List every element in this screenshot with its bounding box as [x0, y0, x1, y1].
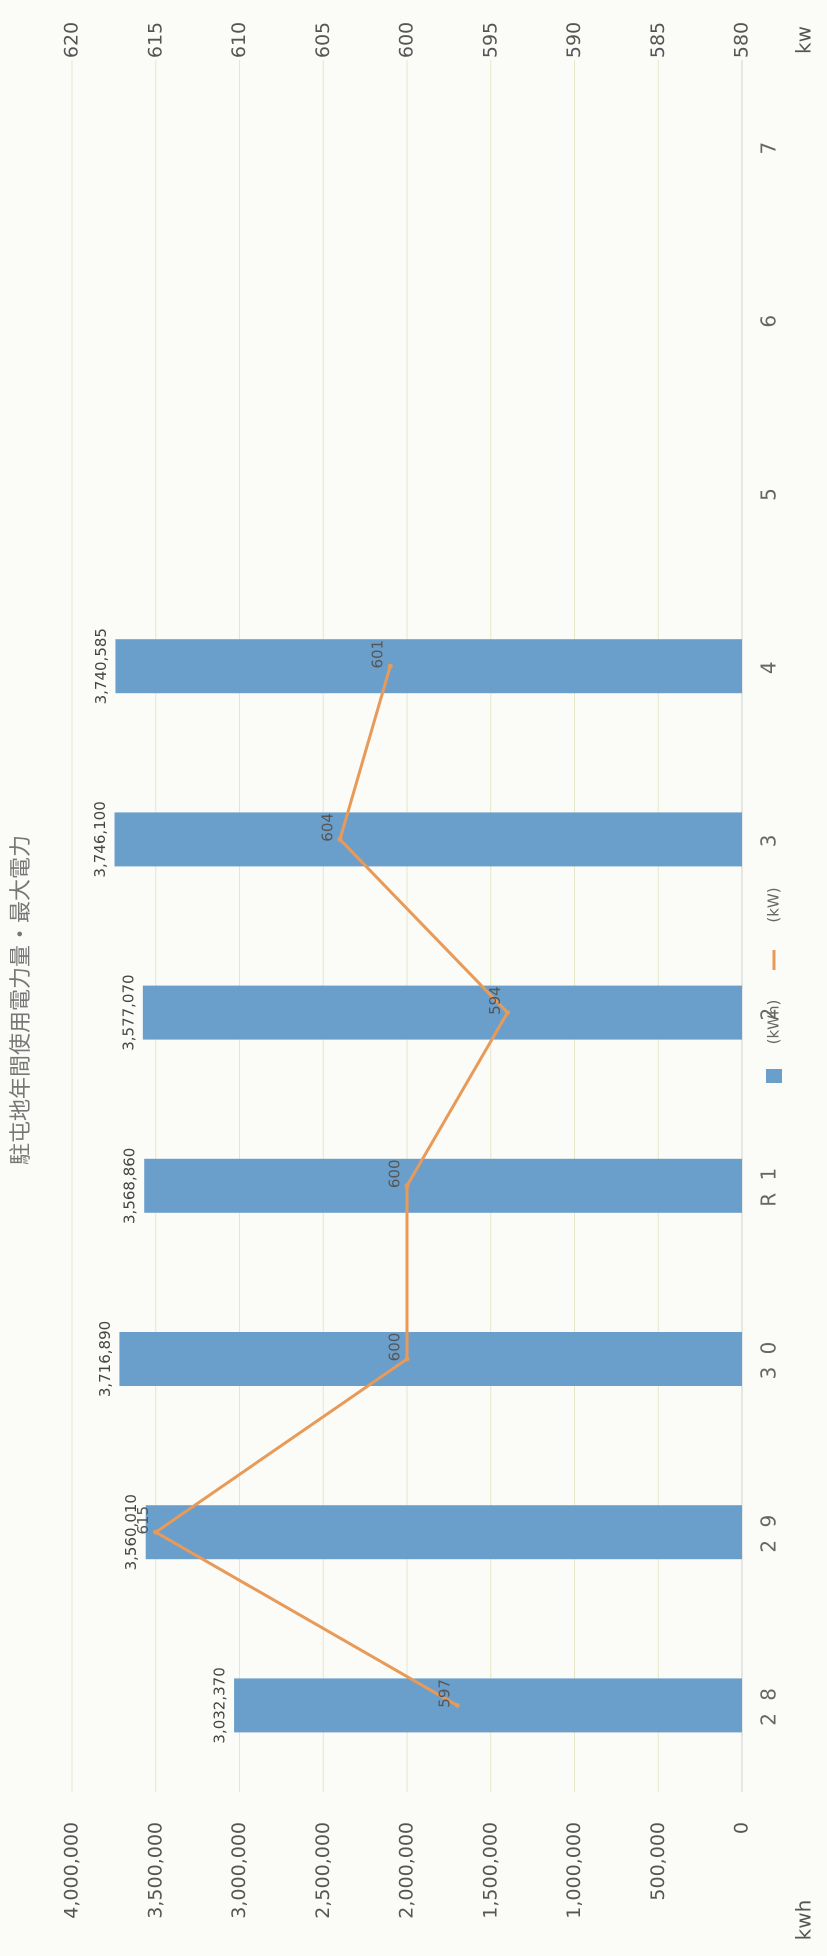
bar: [115, 639, 742, 694]
line-series: 597 615 600 600 594 604 601: [134, 640, 510, 1708]
right-tick-label: 585: [647, 22, 669, 58]
right-tick-label: 605: [312, 22, 334, 58]
category-label: 2 9: [757, 1512, 781, 1553]
category-label: 3 0: [757, 1339, 781, 1380]
category-label: 7: [757, 139, 781, 155]
left-tick-label: 500,000: [647, 1822, 669, 1901]
bar: [234, 1678, 743, 1733]
left-axis-unit: kwh: [792, 1900, 816, 1941]
bar: [119, 1332, 743, 1386]
bar-data-label: 3,716,890: [96, 1321, 114, 1397]
right-axis-unit: kw: [792, 26, 816, 54]
left-tick-label: 3,000,000: [228, 1822, 250, 1919]
bar: [114, 812, 742, 867]
bar-data-label: 3,568,860: [121, 1148, 139, 1224]
line-point: [454, 1702, 460, 1708]
category-label: 5: [757, 485, 781, 501]
category-axis: 2 8 2 9 3 0 R 1 2 3 4 5 6 7: [757, 139, 781, 1726]
category-label: R 1: [757, 1165, 781, 1207]
left-tick-label: 2,000,000: [396, 1822, 418, 1919]
category-label: 2 8: [757, 1685, 781, 1726]
bar-data-label: 3,740,585: [92, 628, 110, 704]
bar-data-label: 3,746,100: [91, 801, 109, 877]
legend-line-label: (kW): [765, 887, 783, 922]
right-tick-label: 580: [731, 22, 753, 58]
right-tick-label: 600: [396, 22, 418, 58]
legend-bar-label: (kWh): [765, 1000, 783, 1045]
bar-data-label: 3,560,010: [122, 1494, 140, 1570]
line-point: [404, 1183, 410, 1189]
right-axis: kw 580 585 590 595 600 605 610 615 620: [61, 22, 816, 58]
left-tick-label: 0: [731, 1822, 753, 1834]
right-tick-label: 590: [563, 22, 585, 58]
line-data-label: 600: [386, 1333, 404, 1362]
gridlines: [71, 60, 743, 1792]
line-point: [404, 1356, 410, 1362]
bar-series: 3,032,370 3,560,010 3,716,890 3,568,860 3,57…: [91, 628, 743, 1744]
line-data-label: 597: [436, 1679, 454, 1708]
left-tick-label: 1,000,000: [563, 1822, 585, 1919]
line-data-label: 600: [386, 1159, 404, 1188]
bar: [144, 1158, 742, 1213]
line-data-label: 601: [369, 640, 387, 669]
right-tick-label: 595: [479, 22, 501, 58]
left-tick-label: 3,500,000: [144, 1822, 166, 1919]
line-data-label: 615: [134, 1506, 152, 1535]
right-tick-label: 620: [61, 22, 83, 58]
left-tick-label: 4,000,000: [61, 1822, 83, 1919]
bar: [142, 985, 743, 1040]
right-tick-label: 615: [144, 22, 166, 58]
category-label: 3: [757, 832, 781, 848]
bar-data-label: 3,577,070: [119, 974, 137, 1050]
line-data-label: 604: [319, 813, 337, 842]
bar-data-label: 3,032,370: [211, 1667, 229, 1743]
left-tick-label: 1,500,000: [479, 1822, 501, 1919]
line-point: [337, 836, 343, 842]
legend-bar-swatch: [766, 1069, 782, 1083]
category-label: 4: [757, 658, 781, 674]
chart-title: 駐屯地年間使用電力量・最大電力: [9, 835, 34, 1165]
left-axis: kwh 0 500,000 1,000,000 1,500,000 2,000,000 2…: [61, 1822, 816, 1940]
legend: (kWh) (kW): [765, 887, 783, 1083]
left-tick-label: 2,500,000: [312, 1822, 334, 1919]
line-point: [153, 1529, 159, 1535]
category-label: 6: [757, 312, 781, 328]
line-point: [387, 663, 393, 669]
right-tick-label: 610: [228, 22, 250, 58]
category-label: 2: [757, 1005, 781, 1021]
line-data-label: 594: [486, 986, 504, 1015]
bar: [145, 1505, 743, 1560]
line-point: [505, 1010, 510, 1016]
